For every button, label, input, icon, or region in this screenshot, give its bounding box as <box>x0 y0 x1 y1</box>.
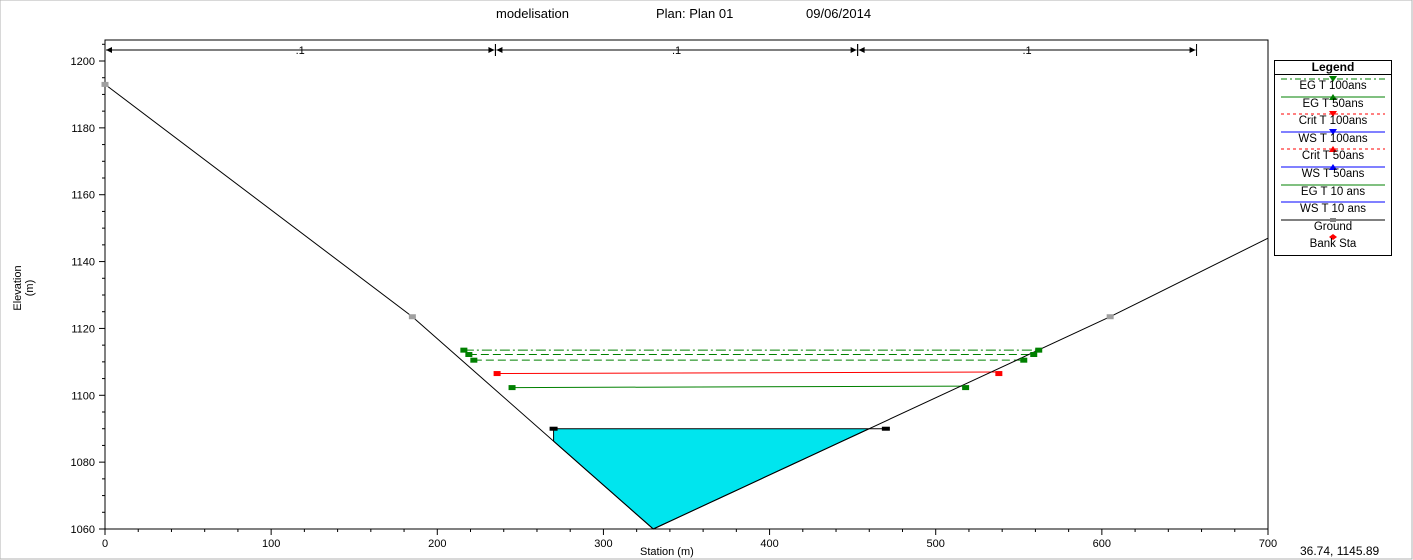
legend-swatch <box>1281 146 1385 153</box>
y-tick-label: 1160 <box>71 190 95 202</box>
mannings-arrow-left <box>496 47 503 53</box>
legend-swatch <box>1281 163 1385 170</box>
legend-item-label: EG T 100ans <box>1299 80 1367 92</box>
x-tick-label: 300 <box>594 538 612 550</box>
legend-item-label: Crit T 50ans <box>1301 150 1365 163</box>
legend-item: Crit T 100ans <box>1275 110 1391 128</box>
ws-end-marker <box>995 371 1003 377</box>
y-tick-label: 1180 <box>71 123 95 135</box>
ws-end-marker <box>493 371 501 377</box>
mannings-arrow-left <box>858 47 865 53</box>
legend-item-label: EG T 10 ans <box>1300 185 1366 198</box>
plot-title-model: modelisation <box>496 6 569 21</box>
legend-item: WS T 10 ans <box>1275 198 1391 216</box>
plot-title-plan: Plan: Plan 01 <box>656 6 734 21</box>
y-tick-label: 1080 <box>71 457 95 469</box>
ws-end-marker <box>508 385 516 391</box>
ws-line <box>512 385 966 389</box>
ws-end-marker <box>470 357 478 363</box>
ws-line <box>497 371 999 375</box>
mannings-arrow-left <box>106 47 112 53</box>
ws-end-marker <box>881 426 890 431</box>
mannings-n-label: .1 <box>1022 45 1031 57</box>
cursor-coordinates: 36.74, 1145.89 <box>1300 544 1380 558</box>
mannings-n-label: .1 <box>296 45 305 57</box>
legend-item: EG T 10 ans <box>1275 181 1391 199</box>
x-tick-label: 100 <box>262 538 280 550</box>
legend-item: WS T 100ans <box>1275 128 1391 146</box>
ws-end-marker <box>465 352 473 358</box>
y-tick-label: 1120 <box>71 323 95 335</box>
ground-point-marker <box>1106 314 1114 320</box>
legend-item-label: EG T 50ans <box>1302 97 1364 110</box>
legend-swatch <box>1281 201 1385 203</box>
legend-item-label: Bank Sta <box>1309 238 1357 251</box>
legend-item: EG T 50ans <box>1275 93 1391 111</box>
legend-swatch <box>1281 217 1385 222</box>
ws-end-marker <box>1035 347 1043 353</box>
ws-end-marker <box>1020 357 1028 363</box>
x-tick-label: 700 <box>1259 538 1277 550</box>
y-tick-label: 1200 <box>71 56 95 68</box>
legend-swatch <box>1281 184 1385 186</box>
legend[interactable]: Legend EG T 100ans EG T 50ans Crit T 100an… <box>1274 60 1392 256</box>
x-tick-label: 600 <box>1093 538 1111 550</box>
ws-end-marker <box>962 385 970 391</box>
mannings-arrow-right <box>850 47 857 53</box>
mannings-n-label: .1 <box>672 45 681 57</box>
ground-point-marker <box>101 81 109 87</box>
ws-end-marker <box>549 426 558 431</box>
y-tick-label: 1100 <box>71 390 95 402</box>
legend-swatch <box>1281 111 1385 118</box>
mannings-arrow-right <box>1189 47 1196 53</box>
legend-item: EG T 100ans <box>1275 75 1391 93</box>
x-tick-label: 200 <box>428 538 446 550</box>
y-tick-label: 1140 <box>71 257 95 269</box>
legend-swatch <box>1281 128 1385 135</box>
x-tick-label: 400 <box>760 538 778 550</box>
legend-item-label: WS T 50ans <box>1301 167 1365 180</box>
legend-item-label: WS T 100ans <box>1298 132 1368 145</box>
x-tick-label: 0 <box>102 538 108 550</box>
point-markers <box>101 81 1114 431</box>
y-tick-label: 1060 <box>71 524 95 536</box>
ws-end-marker <box>1030 352 1038 358</box>
legend-swatch <box>1281 93 1385 100</box>
plot-area <box>104 39 1269 530</box>
legend-item-label: Ground <box>1313 220 1353 233</box>
ground-line <box>104 84 1269 530</box>
legend-item: WS T 50ans <box>1275 163 1391 181</box>
ground-profile <box>104 84 1269 530</box>
x-axis-label: Station (m) <box>640 546 694 558</box>
ground-point-marker <box>408 314 416 320</box>
plot-title-date: 09/06/2014 <box>806 6 872 21</box>
y-axis-label: Elevation (m) <box>12 265 36 311</box>
mannings-arrow-right <box>488 47 495 53</box>
legend-item-label: WS T 10 ans <box>1299 203 1367 216</box>
water-surfaces <box>463 349 1039 530</box>
legend-item-label: Crit T 100ans <box>1298 115 1368 128</box>
legend-swatch <box>1281 76 1385 82</box>
mannings-n-bar: .1 .1 .1 <box>104 44 1198 57</box>
legend-item: Bank Sta <box>1275 233 1391 251</box>
ws-end-marker <box>460 347 468 353</box>
legend-title: Legend <box>1275 61 1391 75</box>
legend-item: Ground <box>1275 216 1391 234</box>
legend-item: Crit T 50ans <box>1275 145 1391 163</box>
x-tick-label: 500 <box>927 538 945 550</box>
axis-ticks: 0 100 200 300 400 500 600 700 1060 1080 1100 1120 11… <box>71 43 1277 550</box>
legend-swatch <box>1329 234 1337 241</box>
